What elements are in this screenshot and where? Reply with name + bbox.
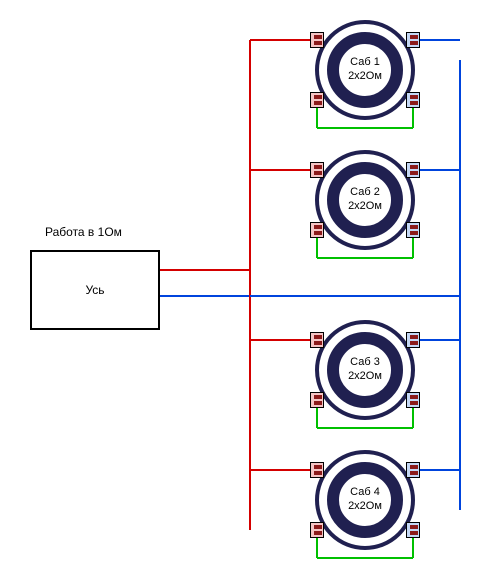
subwoofer-3: Саб 32х2Ом xyxy=(315,320,415,420)
wire-pos-branch-3 xyxy=(250,339,317,341)
terminal-pin xyxy=(410,395,418,399)
terminal-pin xyxy=(314,465,322,469)
terminal-pin xyxy=(314,525,322,529)
wire-neg-branch-3 xyxy=(413,339,460,341)
wire-pos-main xyxy=(160,269,250,271)
wiring-diagram: Работа в 1ОмУсьСаб 12х2ОмСаб 22х2ОмСаб 3… xyxy=(0,0,500,570)
terminal-pin xyxy=(410,171,418,175)
terminal-pos-bot-2 xyxy=(310,222,324,238)
terminal-neg-bot-4 xyxy=(406,522,420,538)
terminal-pin xyxy=(314,165,322,169)
terminal-pin xyxy=(410,101,418,105)
subwoofer-4: Саб 42х2Ом xyxy=(315,450,415,550)
terminal-neg-top-2 xyxy=(406,162,420,178)
terminal-neg-bot-1 xyxy=(406,92,420,108)
terminal-pos-bot-4 xyxy=(310,522,324,538)
speaker-labels: Саб 12х2Ом xyxy=(315,20,415,120)
speaker-labels: Саб 22х2Ом xyxy=(315,150,415,250)
subwoofer-1: Саб 12х2Ом xyxy=(315,20,415,120)
terminal-pin xyxy=(314,35,322,39)
terminal-pos-bot-1 xyxy=(310,92,324,108)
terminal-pin xyxy=(410,531,418,535)
wire-neg-main xyxy=(160,295,250,297)
terminal-pos-bot-3 xyxy=(310,392,324,408)
terminal-pin xyxy=(410,401,418,405)
wire-neg-branch-2 xyxy=(413,169,460,171)
terminal-pin xyxy=(314,95,322,99)
terminal-pin xyxy=(314,101,322,105)
wire-neg-branch-1 xyxy=(413,39,460,41)
wire-pos-branch-2 xyxy=(250,169,317,171)
terminal-pin xyxy=(410,465,418,469)
terminal-pin xyxy=(314,335,322,339)
terminal-neg-bot-3 xyxy=(406,392,420,408)
terminal-pin xyxy=(410,471,418,475)
wire-pos-rail xyxy=(249,40,251,530)
terminal-pin xyxy=(314,225,322,229)
terminal-pin xyxy=(314,395,322,399)
terminal-pin xyxy=(410,525,418,529)
wire-neg-rail xyxy=(459,60,461,510)
speaker-impedance: 2х2Ом xyxy=(348,370,382,384)
terminal-pos-top-4 xyxy=(310,462,324,478)
speaker-impedance: 2х2Ом xyxy=(348,500,382,514)
wire-link-bottom-4 xyxy=(317,557,413,559)
wire-neg-main-ext xyxy=(250,295,460,297)
speaker-name: Саб 1 xyxy=(350,56,380,70)
speaker-labels: Саб 32х2Ом xyxy=(315,320,415,420)
terminal-neg-top-3 xyxy=(406,332,420,348)
speaker-name: Саб 3 xyxy=(350,356,380,370)
terminal-neg-top-4 xyxy=(406,462,420,478)
amplifier-box: Усь xyxy=(30,250,160,330)
terminal-pin xyxy=(314,401,322,405)
terminal-pin xyxy=(410,95,418,99)
terminal-pin xyxy=(410,335,418,339)
speaker-name: Саб 4 xyxy=(350,486,380,500)
terminal-pin xyxy=(314,171,322,175)
terminal-pos-top-2 xyxy=(310,162,324,178)
terminal-pin xyxy=(314,41,322,45)
terminal-pin xyxy=(410,35,418,39)
wire-pos-branch-1 xyxy=(250,39,317,41)
wire-link-bottom-1 xyxy=(317,127,413,129)
wire-link-bottom-3 xyxy=(317,427,413,429)
terminal-pin xyxy=(314,341,322,345)
terminal-pin xyxy=(314,531,322,535)
terminal-pin xyxy=(314,231,322,235)
speaker-impedance: 2х2Ом xyxy=(348,70,382,84)
terminal-pin xyxy=(410,231,418,235)
terminal-pin xyxy=(410,165,418,169)
wire-link-bottom-2 xyxy=(317,257,413,259)
speaker-impedance: 2х2Ом xyxy=(348,200,382,214)
wire-neg-branch-4 xyxy=(413,469,460,471)
terminal-pos-top-3 xyxy=(310,332,324,348)
speaker-labels: Саб 42х2Ом xyxy=(315,450,415,550)
terminal-neg-bot-2 xyxy=(406,222,420,238)
terminal-pos-top-1 xyxy=(310,32,324,48)
speaker-name: Саб 2 xyxy=(350,186,380,200)
terminal-neg-top-1 xyxy=(406,32,420,48)
subwoofer-2: Саб 22х2Ом xyxy=(315,150,415,250)
wire-pos-branch-4 xyxy=(250,469,317,471)
terminal-pin xyxy=(410,41,418,45)
amplifier-label: Усь xyxy=(85,283,104,297)
terminal-pin xyxy=(314,471,322,475)
diagram-title: Работа в 1Ом xyxy=(45,225,122,239)
terminal-pin xyxy=(410,225,418,229)
terminal-pin xyxy=(410,341,418,345)
